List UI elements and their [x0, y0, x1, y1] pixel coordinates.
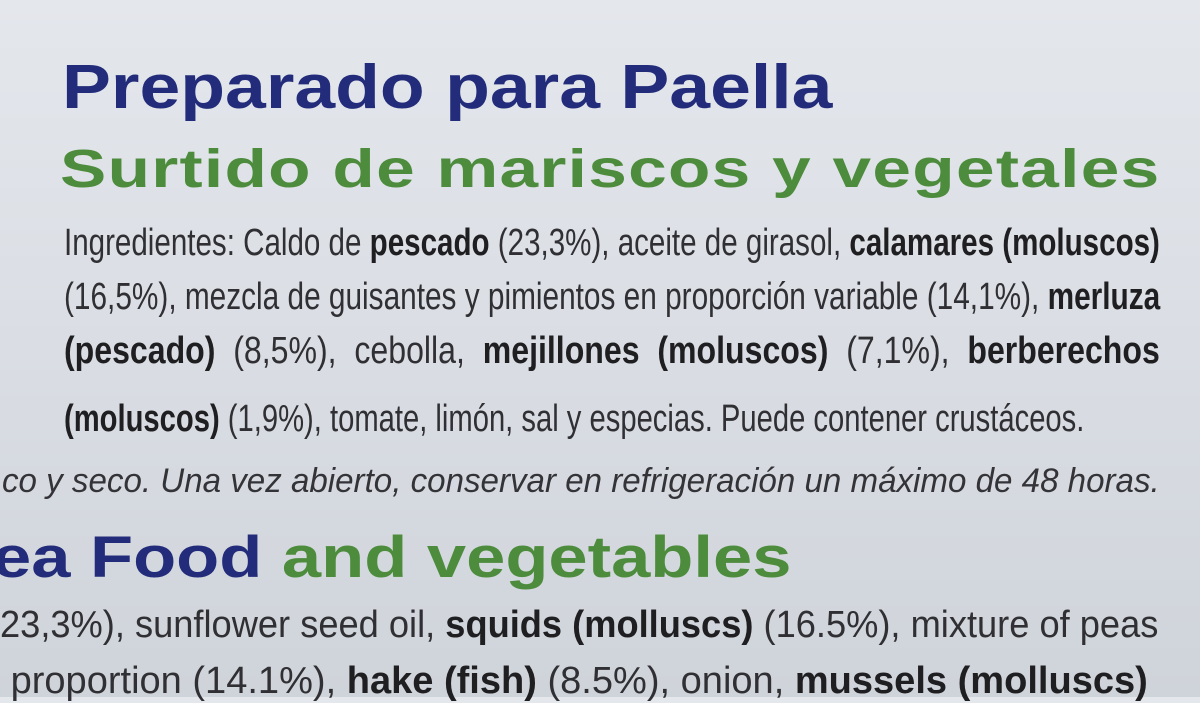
- english-title-seafood: ea Food: [0, 525, 263, 590]
- bold-ingredient: (pescado): [64, 330, 216, 372]
- ingredients-line: (pescado) (8,5%), cebolla, mejillones (m…: [64, 330, 1160, 373]
- bold-ingredient: mussels (molluscs): [794, 660, 1148, 702]
- ingredient-text: (7,1%),: [828, 330, 968, 372]
- ingredient-text: (16,5%), mezcla de guisantes y pimientos…: [64, 276, 1048, 318]
- bold-ingredient: merluza: [1047, 276, 1161, 318]
- product-subtitle: Surtido de mariscos y vegetales: [60, 139, 1161, 199]
- ingredient-text: Ingredientes: Caldo de: [64, 222, 370, 264]
- ingredient-text: (1,9%), tomate, limón, sal y especias. P…: [219, 398, 1085, 440]
- bold-ingredient: mejillones (moluscos): [482, 330, 829, 372]
- ingredients-line: Ingredientes: Caldo de pescado (23,3%), …: [64, 222, 1160, 265]
- bold-ingredient: hake (fish): [346, 660, 537, 702]
- ingredient-text: 23,3%), sunflower seed oil,: [0, 604, 446, 646]
- bold-ingredient: calamares (moluscos): [849, 222, 1160, 264]
- storage-instructions: co y seco. Una vez abierto, conservar en…: [2, 462, 1160, 500]
- english-title: ea Food and vegetables: [0, 524, 791, 591]
- bold-ingredient: berberechos: [967, 330, 1160, 372]
- ingredient-text: (16.5%), mixture of peas: [753, 604, 1159, 646]
- bold-ingredient: pescado: [369, 222, 490, 264]
- ingredient-text: (8.5%), onion,: [536, 660, 795, 702]
- ingredient-text: (8,5%), cebolla,: [215, 330, 483, 372]
- ingredients-line: (16,5%), mezcla de guisantes y pimientos…: [64, 276, 1160, 319]
- english-title-vegetables: and vegetables: [262, 525, 792, 590]
- ingredients-line: (moluscos) (1,9%), tomate, limón, sal y …: [64, 398, 1084, 441]
- bold-ingredient: (moluscos): [64, 398, 220, 440]
- ingredient-text: (23,3%), aceite de girasol,: [489, 222, 850, 264]
- english-ingredients-line: 23,3%), sunflower seed oil, squids (moll…: [0, 604, 1158, 647]
- product-title: Preparado para Paella: [62, 53, 833, 122]
- ingredient-text: proportion (14.1%),: [0, 660, 347, 702]
- english-ingredients-line: proportion (14.1%), hake (fish) (8.5%), …: [0, 660, 1148, 703]
- bold-ingredient: squids (molluscs): [445, 604, 754, 646]
